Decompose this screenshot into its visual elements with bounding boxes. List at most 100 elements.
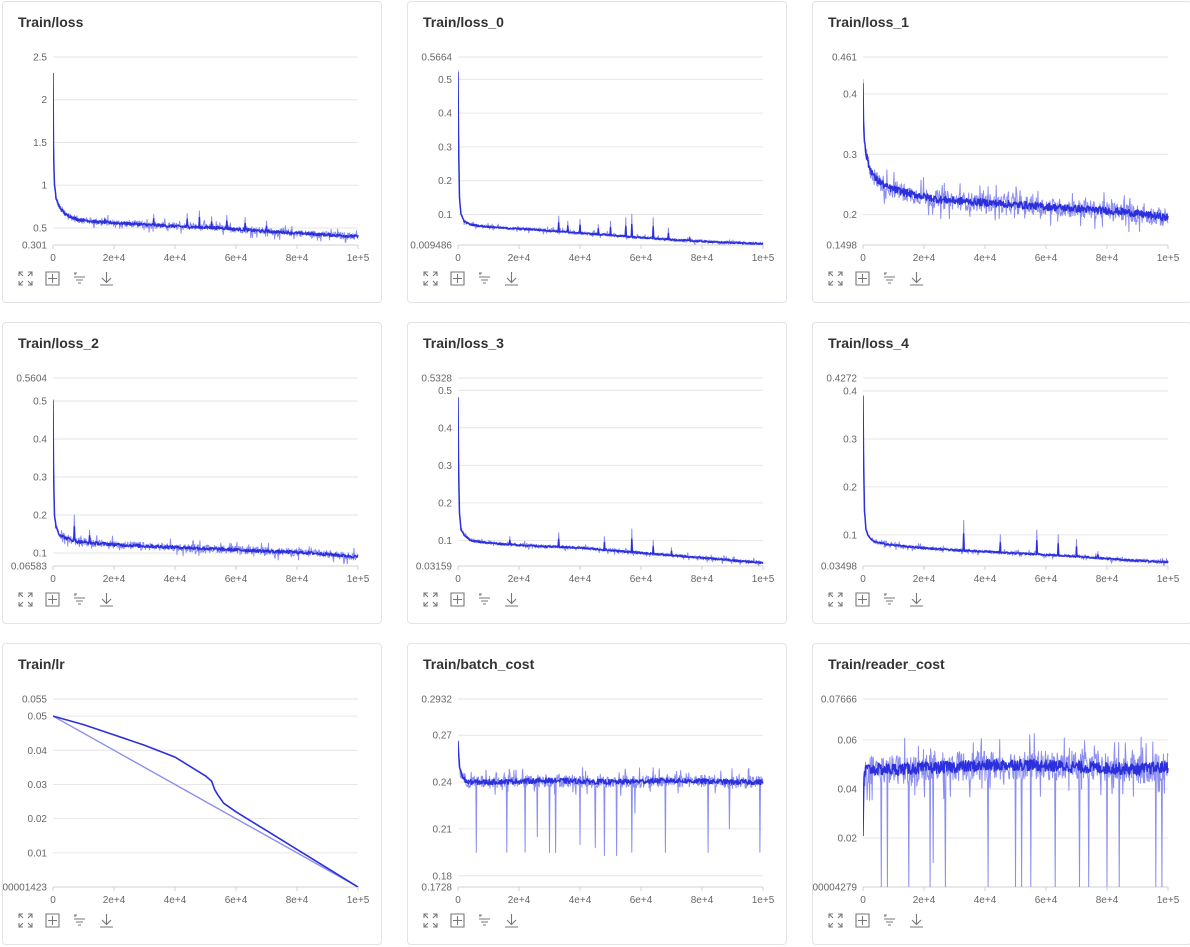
- x-tick-label: 2e+4: [508, 895, 531, 906]
- filter-icon[interactable]: [476, 912, 493, 929]
- y-tick-label: 0.1: [843, 530, 857, 541]
- fit-icon[interactable]: [449, 591, 466, 608]
- download-icon[interactable]: [503, 912, 520, 929]
- x-tick-label: 0: [455, 574, 461, 585]
- x-tick-label: 1e+5: [347, 574, 370, 585]
- y-tick-label: 0.2: [438, 176, 452, 187]
- expand-icon[interactable]: [827, 270, 844, 287]
- x-tick-label: 2e+4: [508, 253, 531, 264]
- expand-icon[interactable]: [422, 270, 439, 287]
- filter-icon[interactable]: [476, 591, 493, 608]
- series-smoothed-line: [53, 72, 359, 239]
- fit-icon[interactable]: [449, 912, 466, 929]
- download-icon[interactable]: [908, 270, 925, 287]
- series-smoothed-line: [863, 395, 1169, 564]
- y-tick-label: 0.2: [843, 482, 857, 493]
- filter-icon[interactable]: [881, 912, 898, 929]
- download-icon[interactable]: [98, 591, 115, 608]
- x-tick-label: 1e+5: [752, 574, 775, 585]
- series-smoothed-line: [458, 740, 764, 786]
- series-raw-line: [863, 79, 1169, 233]
- chart-title: Train/loss_0: [423, 14, 504, 30]
- download-icon[interactable]: [503, 591, 520, 608]
- y-tick-label: 0.3: [33, 472, 47, 483]
- y-tick-label: 0.06583: [11, 562, 48, 573]
- fit-icon[interactable]: [449, 270, 466, 287]
- y-tick-label: 0.4: [843, 387, 857, 398]
- filter-icon[interactable]: [476, 270, 493, 287]
- filter-icon[interactable]: [71, 591, 88, 608]
- y-tick-label: 0.3: [843, 434, 857, 445]
- expand-icon[interactable]: [827, 912, 844, 929]
- y-tick-label: 0.2932: [421, 695, 452, 706]
- download-icon[interactable]: [908, 912, 925, 929]
- series-smoothed-line: [863, 83, 1169, 222]
- fit-icon[interactable]: [854, 270, 871, 287]
- x-tick-label: 8e+4: [286, 574, 309, 585]
- chart-card: Train/loss_0 0.5664 0.5 0.4 0.3 0.2 0.1 0.00948…: [407, 1, 787, 303]
- chart-card: Train/loss_2 0.5604 0.5 0.4 0.3 0.2 0.1 0.06583…: [2, 322, 382, 624]
- filter-icon[interactable]: [71, 270, 88, 287]
- x-tick-label: 0: [860, 574, 866, 585]
- series-smoothed-line: [53, 715, 359, 887]
- download-icon[interactable]: [908, 591, 925, 608]
- filter-icon[interactable]: [881, 270, 898, 287]
- download-icon[interactable]: [98, 270, 115, 287]
- fit-icon[interactable]: [44, 591, 61, 608]
- expand-icon[interactable]: [422, 591, 439, 608]
- fit-icon[interactable]: [854, 912, 871, 929]
- fit-icon[interactable]: [44, 912, 61, 929]
- x-tick-label: 2e+4: [103, 574, 126, 585]
- y-tick-label: 0.1728: [421, 883, 452, 894]
- x-tick-label: 8e+4: [286, 895, 309, 906]
- download-icon[interactable]: [503, 270, 520, 287]
- expand-icon[interactable]: [422, 912, 439, 929]
- x-tick-label: 1e+5: [347, 253, 370, 264]
- x-tick-label: 6e+4: [630, 574, 653, 585]
- x-tick-label: 0: [50, 895, 56, 906]
- x-tick-label: 8e+4: [1096, 895, 1119, 906]
- y-tick-label: 0.009486: [410, 241, 452, 252]
- y-tick-label: 0.1: [33, 549, 47, 560]
- filter-icon[interactable]: [71, 912, 88, 929]
- x-tick-label: 8e+4: [1096, 253, 1119, 264]
- x-tick-label: 1e+5: [752, 253, 775, 264]
- y-tick-label: 0.3: [843, 150, 857, 161]
- y-tick-label: 0.5: [438, 75, 452, 86]
- y-tick-label: 0.5664: [421, 53, 452, 64]
- x-tick-label: 2e+4: [913, 895, 936, 906]
- fit-icon[interactable]: [854, 591, 871, 608]
- x-tick-label: 6e+4: [225, 895, 248, 906]
- expand-icon[interactable]: [17, 270, 34, 287]
- x-tick-label: 4e+4: [569, 253, 592, 264]
- series-smoothed-line: [458, 397, 764, 565]
- y-tick-label: 0.05: [28, 712, 48, 723]
- download-icon[interactable]: [98, 912, 115, 929]
- y-tick-label: 2: [41, 95, 47, 106]
- chart-card: Train/lr 0.055 0.05 0.04 0.03 0.02 0.01 0.00001…: [2, 643, 382, 945]
- chart-card: Train/loss_3 0.5328 0.5 0.4 0.3 0.2 0.1 0.03159…: [407, 322, 787, 624]
- y-tick-label: 0.27: [433, 731, 453, 742]
- filter-icon[interactable]: [881, 591, 898, 608]
- expand-icon[interactable]: [827, 591, 844, 608]
- fit-icon[interactable]: [44, 270, 61, 287]
- chart-toolbar: [827, 912, 925, 929]
- chart-title: Train/loss: [18, 14, 84, 30]
- expand-icon[interactable]: [17, 912, 34, 929]
- y-tick-label: 0.21: [433, 824, 453, 835]
- chart-toolbar: [422, 912, 520, 929]
- expand-icon[interactable]: [17, 591, 34, 608]
- x-tick-label: 0: [455, 895, 461, 906]
- y-tick-label: 0.301: [22, 241, 47, 252]
- series-smoothed-line: [458, 72, 764, 245]
- x-tick-label: 1e+5: [752, 895, 775, 906]
